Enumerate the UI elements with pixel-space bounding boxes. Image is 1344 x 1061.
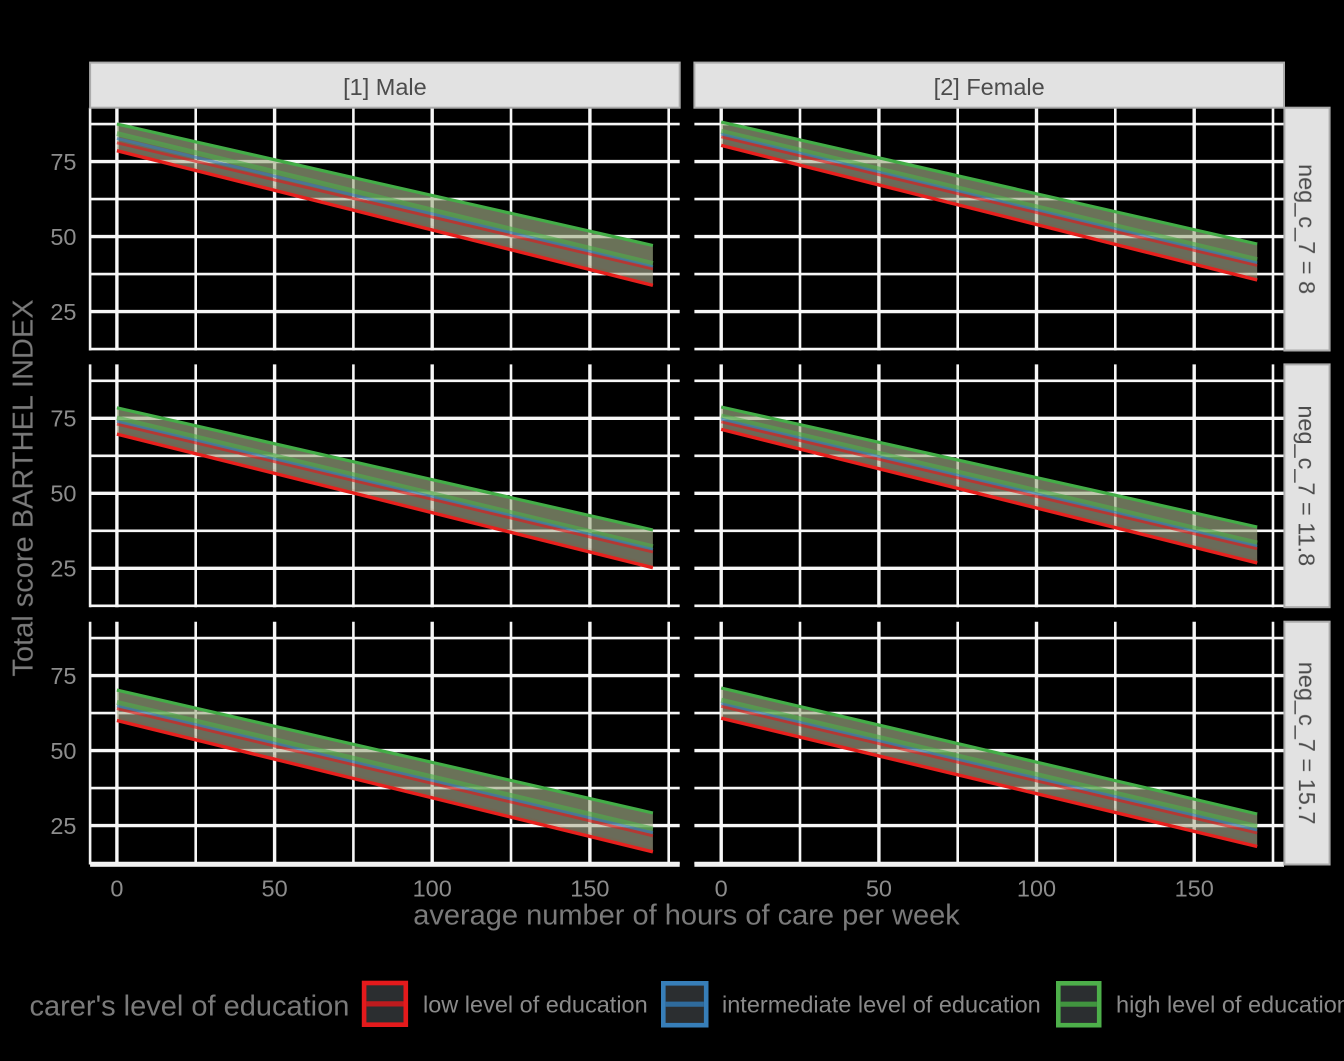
svg-text:25: 25 — [50, 299, 76, 325]
svg-text:carer's level of education: carer's level of education — [30, 991, 350, 1023]
svg-text:high level of education: high level of education — [1116, 992, 1344, 1018]
svg-text:50: 50 — [262, 876, 288, 902]
svg-text:50: 50 — [866, 876, 892, 902]
svg-text:100: 100 — [413, 876, 452, 902]
svg-text:25: 25 — [50, 813, 76, 839]
svg-text:neg_c_7 = 8: neg_c_7 = 8 — [1294, 164, 1320, 294]
svg-text:75: 75 — [50, 663, 76, 689]
svg-text:0: 0 — [110, 876, 123, 902]
svg-text:50: 50 — [50, 224, 76, 250]
svg-text:25: 25 — [50, 556, 76, 582]
svg-text:75: 75 — [50, 149, 76, 175]
svg-text:100: 100 — [1017, 876, 1056, 902]
svg-text:low level of education: low level of education — [423, 992, 648, 1018]
svg-text:75: 75 — [50, 406, 76, 432]
svg-text:50: 50 — [50, 738, 76, 764]
svg-text:150: 150 — [1175, 876, 1214, 902]
svg-text:0: 0 — [715, 876, 728, 902]
svg-text:Total score BARTHEL INDEX: Total score BARTHEL INDEX — [8, 299, 40, 676]
svg-text:neg_c_7 = 15.7: neg_c_7 = 15.7 — [1294, 662, 1320, 825]
svg-text:neg_c_7 = 11.8: neg_c_7 = 11.8 — [1294, 405, 1320, 566]
svg-text:average number of hours of car: average number of hours of care per week — [413, 900, 960, 932]
svg-text:[2] Female: [2] Female — [934, 74, 1045, 100]
svg-text:50: 50 — [50, 481, 76, 507]
svg-text:[1] Male: [1] Male — [343, 74, 427, 100]
svg-text:intermediate level of educatio: intermediate level of education — [722, 992, 1041, 1018]
svg-text:150: 150 — [570, 876, 609, 902]
